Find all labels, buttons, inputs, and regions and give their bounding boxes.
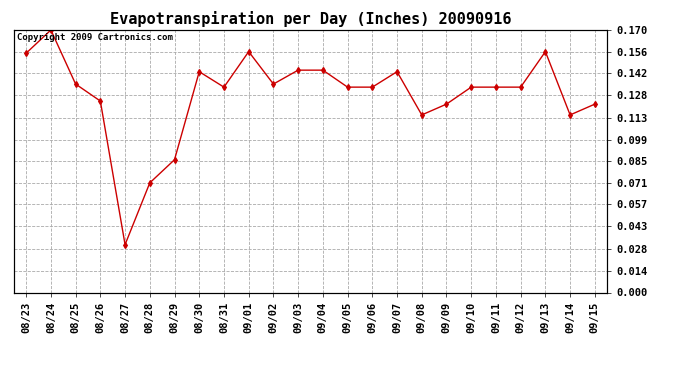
Text: Copyright 2009 Cartronics.com: Copyright 2009 Cartronics.com xyxy=(17,33,172,42)
Title: Evapotranspiration per Day (Inches) 20090916: Evapotranspiration per Day (Inches) 2009… xyxy=(110,12,511,27)
